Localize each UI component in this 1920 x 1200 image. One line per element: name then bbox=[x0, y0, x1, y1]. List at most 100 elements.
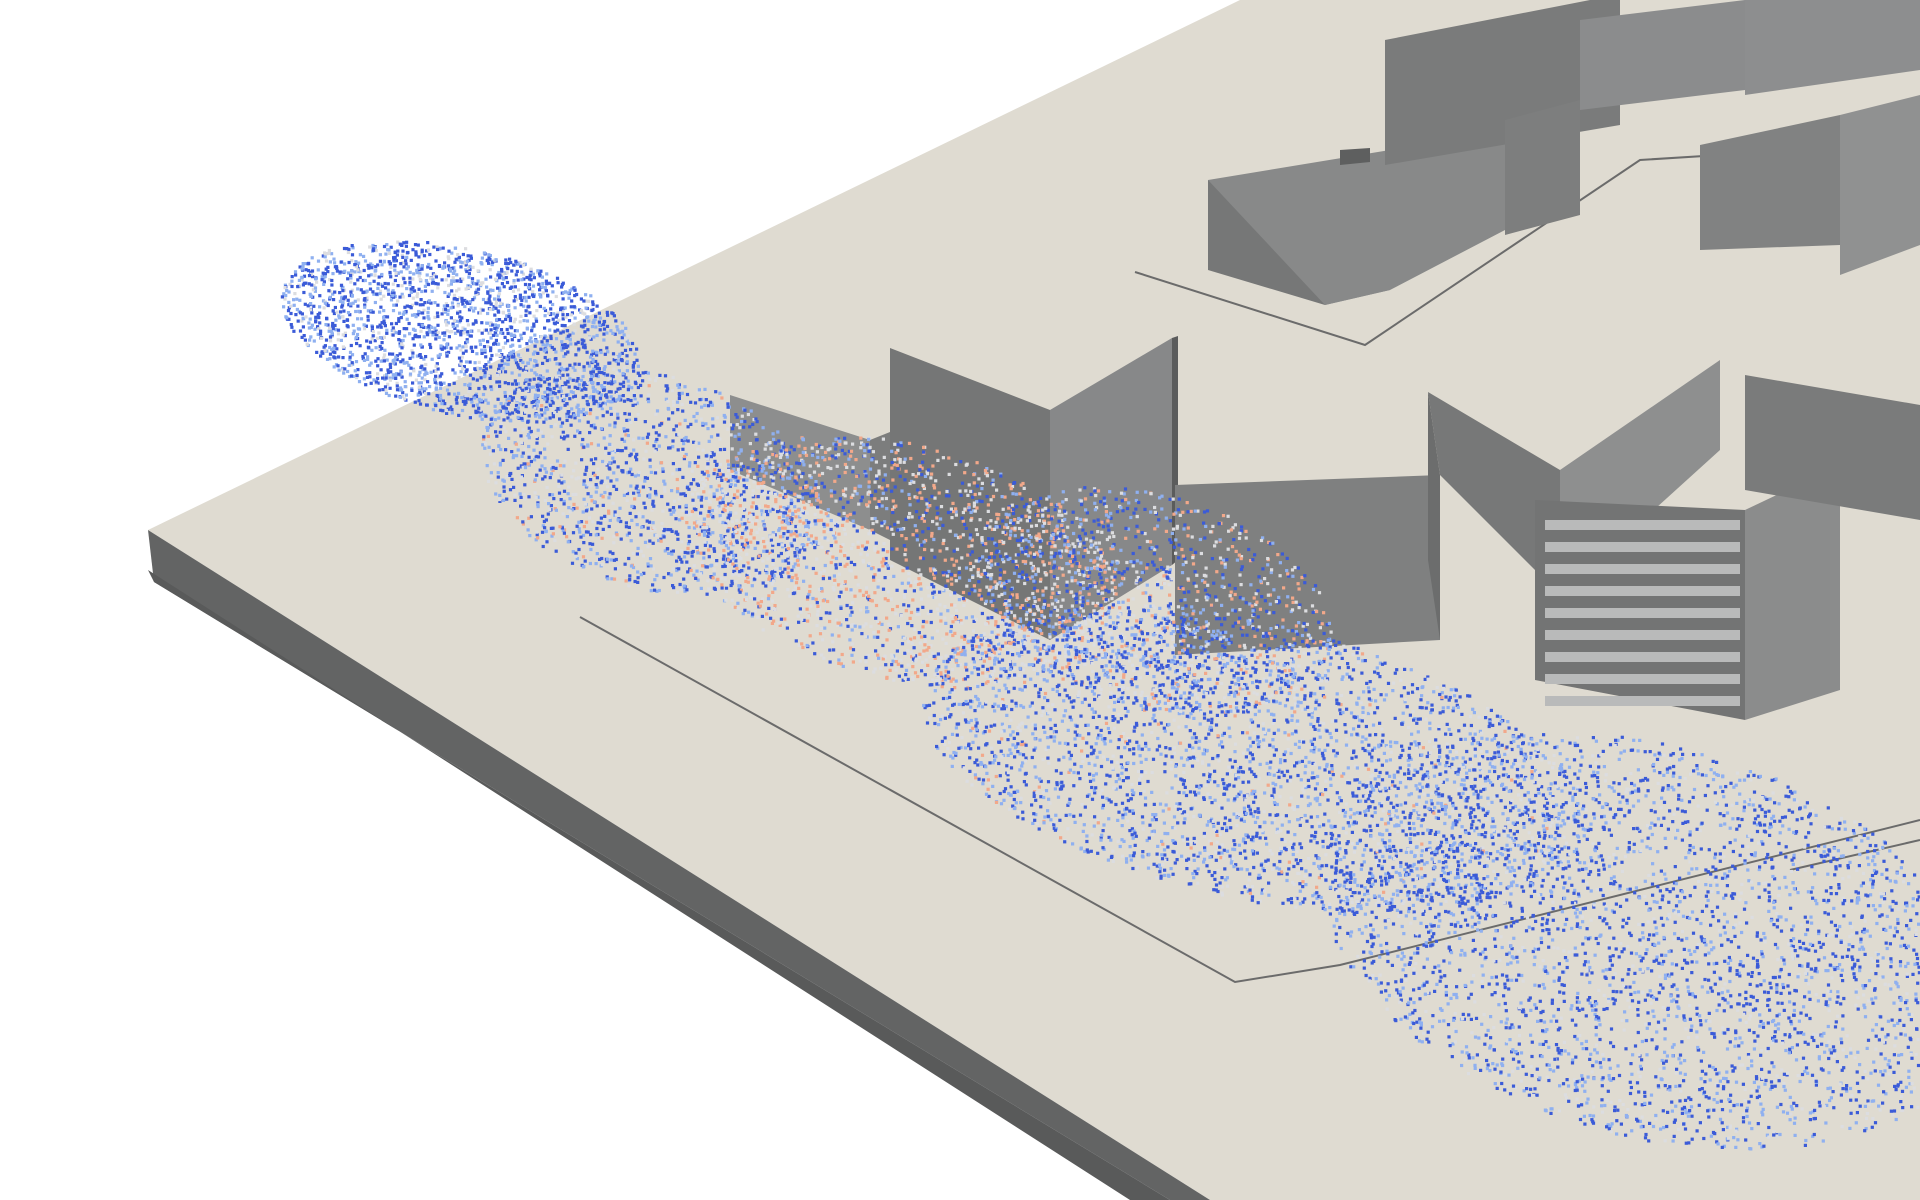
particle bbox=[489, 328, 493, 332]
particle bbox=[297, 278, 301, 282]
particle bbox=[734, 572, 738, 576]
particle bbox=[584, 520, 589, 524]
particle bbox=[581, 311, 585, 315]
particle bbox=[678, 582, 682, 587]
particle bbox=[807, 592, 811, 596]
particle bbox=[729, 583, 733, 588]
particle bbox=[707, 509, 711, 514]
particle bbox=[450, 411, 454, 415]
particle bbox=[371, 334, 375, 338]
particle bbox=[719, 475, 723, 479]
particle bbox=[707, 439, 711, 443]
particle bbox=[535, 436, 539, 441]
particle bbox=[881, 478, 886, 482]
particle bbox=[561, 317, 565, 321]
particle bbox=[704, 422, 708, 426]
particle bbox=[446, 274, 451, 278]
particle bbox=[680, 549, 684, 553]
particle bbox=[549, 504, 553, 508]
particle bbox=[367, 266, 371, 270]
particle bbox=[558, 362, 562, 366]
particle bbox=[714, 510, 718, 514]
particle bbox=[366, 345, 370, 349]
particle bbox=[635, 358, 639, 362]
particle bbox=[596, 467, 600, 471]
particle bbox=[434, 259, 438, 263]
particle bbox=[712, 492, 716, 496]
particle bbox=[870, 528, 874, 532]
particle bbox=[392, 256, 396, 260]
particle bbox=[385, 328, 389, 332]
particle bbox=[753, 546, 757, 550]
particle bbox=[789, 501, 793, 506]
particle bbox=[364, 383, 368, 387]
particle bbox=[610, 400, 614, 404]
particle bbox=[670, 389, 675, 393]
particle bbox=[1043, 659, 1047, 663]
particle bbox=[600, 536, 604, 540]
particle bbox=[655, 468, 659, 472]
particle bbox=[549, 403, 553, 407]
particle bbox=[412, 343, 416, 347]
particle bbox=[409, 366, 413, 370]
particle bbox=[536, 400, 540, 404]
particle bbox=[357, 327, 362, 331]
particle bbox=[523, 370, 528, 374]
particle bbox=[782, 445, 786, 449]
particle bbox=[1105, 578, 1109, 582]
particle bbox=[752, 418, 756, 422]
particle bbox=[342, 309, 346, 313]
particle bbox=[849, 560, 853, 564]
particle bbox=[487, 360, 491, 364]
particle bbox=[773, 505, 777, 509]
particle bbox=[621, 384, 626, 388]
particle bbox=[562, 489, 567, 493]
particle bbox=[843, 462, 847, 467]
particle bbox=[343, 331, 347, 335]
particle bbox=[677, 393, 682, 397]
particle bbox=[610, 577, 614, 581]
particle bbox=[625, 533, 629, 537]
particle bbox=[507, 400, 511, 404]
particle bbox=[786, 529, 790, 534]
particle bbox=[843, 494, 847, 498]
particle bbox=[752, 457, 756, 461]
particle bbox=[942, 573, 946, 577]
particle bbox=[785, 554, 789, 558]
particle bbox=[312, 284, 316, 288]
particle bbox=[542, 349, 546, 353]
particle bbox=[783, 617, 787, 621]
particle bbox=[474, 345, 478, 349]
particle bbox=[474, 320, 478, 324]
particle bbox=[527, 283, 531, 287]
particle bbox=[525, 319, 530, 323]
particle bbox=[425, 371, 429, 375]
particle bbox=[794, 639, 798, 643]
particle bbox=[950, 557, 954, 561]
particle bbox=[484, 301, 488, 305]
particle bbox=[336, 338, 340, 342]
particle bbox=[918, 468, 922, 472]
particle bbox=[460, 367, 465, 371]
particle bbox=[544, 289, 548, 293]
particle bbox=[959, 619, 963, 623]
particle bbox=[400, 342, 404, 346]
particle bbox=[606, 373, 610, 377]
curb-line-front bbox=[579, 616, 1920, 984]
particle bbox=[562, 531, 566, 535]
particle bbox=[553, 538, 557, 543]
particle bbox=[834, 454, 838, 458]
particle bbox=[349, 280, 353, 284]
particle bbox=[709, 435, 714, 439]
particle bbox=[954, 559, 959, 563]
particle bbox=[582, 497, 586, 501]
particle bbox=[612, 484, 616, 488]
particle bbox=[568, 288, 572, 293]
particle bbox=[635, 458, 639, 462]
particle bbox=[628, 574, 632, 578]
particle bbox=[596, 382, 600, 386]
particle bbox=[354, 309, 358, 314]
particle bbox=[839, 545, 843, 549]
